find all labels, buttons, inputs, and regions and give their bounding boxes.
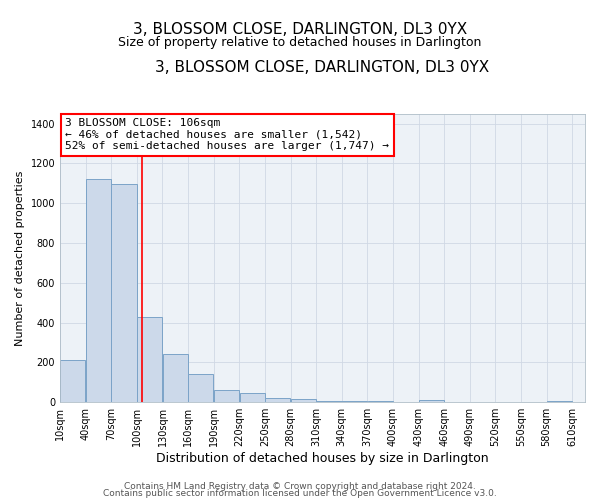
X-axis label: Distribution of detached houses by size in Darlington: Distribution of detached houses by size … [156, 452, 489, 465]
Bar [265, 398, 290, 402]
Bar [239, 394, 265, 402]
Bar [316, 400, 341, 402]
Bar [137, 316, 162, 402]
Text: Contains public sector information licensed under the Open Government Licence v3: Contains public sector information licen… [103, 489, 497, 498]
Text: 3 BLOSSOM CLOSE: 106sqm
← 46% of detached houses are smaller (1,542)
52% of semi: 3 BLOSSOM CLOSE: 106sqm ← 46% of detache… [65, 118, 389, 151]
Bar [368, 401, 393, 402]
Bar [342, 400, 367, 402]
Bar [60, 360, 85, 402]
Bar [86, 180, 111, 402]
Bar [419, 400, 444, 402]
Bar [214, 390, 239, 402]
Y-axis label: Number of detached properties: Number of detached properties [15, 170, 25, 346]
Bar [188, 374, 214, 402]
Bar [547, 401, 572, 402]
Text: 3, BLOSSOM CLOSE, DARLINGTON, DL3 0YX: 3, BLOSSOM CLOSE, DARLINGTON, DL3 0YX [133, 22, 467, 38]
Bar [291, 399, 316, 402]
Bar [112, 184, 137, 402]
Title: 3, BLOSSOM CLOSE, DARLINGTON, DL3 0YX: 3, BLOSSOM CLOSE, DARLINGTON, DL3 0YX [155, 60, 490, 75]
Text: Contains HM Land Registry data © Crown copyright and database right 2024.: Contains HM Land Registry data © Crown c… [124, 482, 476, 491]
Text: Size of property relative to detached houses in Darlington: Size of property relative to detached ho… [118, 36, 482, 49]
Bar [163, 354, 188, 402]
